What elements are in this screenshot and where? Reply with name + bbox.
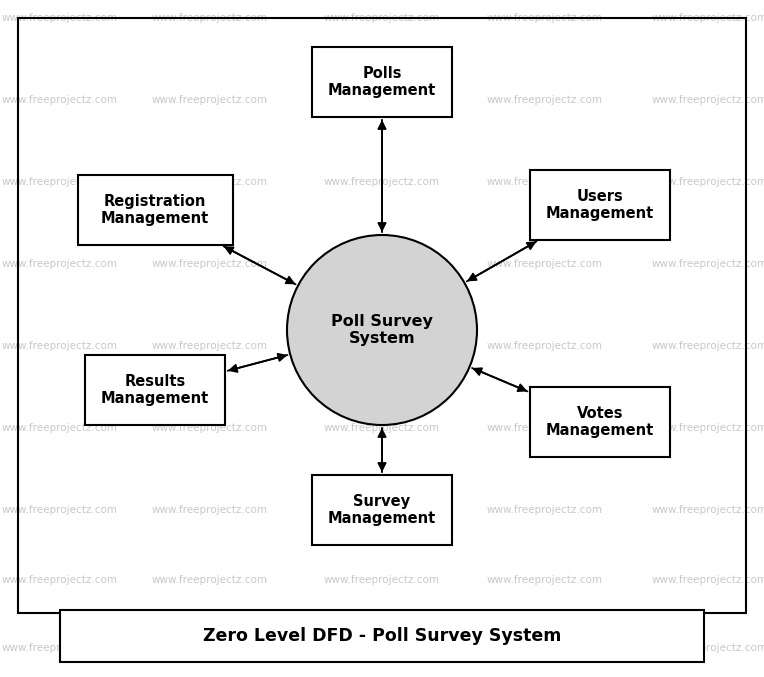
Text: www.freeprojectz.com: www.freeprojectz.com <box>2 643 118 653</box>
Text: www.freeprojectz.com: www.freeprojectz.com <box>2 423 118 433</box>
Bar <box>312 47 452 117</box>
Text: www.freeprojectz.com: www.freeprojectz.com <box>652 423 764 433</box>
Text: www.freeprojectz.com: www.freeprojectz.com <box>324 259 440 269</box>
Text: www.freeprojectz.com: www.freeprojectz.com <box>487 505 603 515</box>
Text: www.freeprojectz.com: www.freeprojectz.com <box>324 95 440 105</box>
Text: www.freeprojectz.com: www.freeprojectz.com <box>652 177 764 187</box>
Bar <box>18 18 746 613</box>
Text: www.freeprojectz.com: www.freeprojectz.com <box>652 341 764 351</box>
Text: www.freeprojectz.com: www.freeprojectz.com <box>324 341 440 351</box>
Text: www.freeprojectz.com: www.freeprojectz.com <box>652 13 764 23</box>
Text: www.freeprojectz.com: www.freeprojectz.com <box>652 643 764 653</box>
Text: www.freeprojectz.com: www.freeprojectz.com <box>652 95 764 105</box>
Text: www.freeprojectz.com: www.freeprojectz.com <box>487 341 603 351</box>
Text: www.freeprojectz.com: www.freeprojectz.com <box>2 177 118 187</box>
Text: Votes
Management: Votes Management <box>545 406 654 438</box>
Text: www.freeprojectz.com: www.freeprojectz.com <box>324 643 440 653</box>
Text: www.freeprojectz.com: www.freeprojectz.com <box>152 259 268 269</box>
Text: www.freeprojectz.com: www.freeprojectz.com <box>487 95 603 105</box>
Text: www.freeprojectz.com: www.freeprojectz.com <box>652 505 764 515</box>
Bar <box>530 387 670 457</box>
Text: Users
Management: Users Management <box>545 189 654 221</box>
Text: www.freeprojectz.com: www.freeprojectz.com <box>487 423 603 433</box>
Text: www.freeprojectz.com: www.freeprojectz.com <box>487 177 603 187</box>
Text: www.freeprojectz.com: www.freeprojectz.com <box>152 13 268 23</box>
Text: www.freeprojectz.com: www.freeprojectz.com <box>152 423 268 433</box>
Bar <box>77 175 232 245</box>
Text: Registration
Management: Registration Management <box>101 194 209 226</box>
Text: www.freeprojectz.com: www.freeprojectz.com <box>152 575 268 585</box>
Text: www.freeprojectz.com: www.freeprojectz.com <box>152 177 268 187</box>
Text: www.freeprojectz.com: www.freeprojectz.com <box>2 341 118 351</box>
Text: www.freeprojectz.com: www.freeprojectz.com <box>324 177 440 187</box>
Text: www.freeprojectz.com: www.freeprojectz.com <box>152 95 268 105</box>
Text: www.freeprojectz.com: www.freeprojectz.com <box>487 643 603 653</box>
Text: Poll Survey
System: Poll Survey System <box>331 314 433 346</box>
Text: www.freeprojectz.com: www.freeprojectz.com <box>152 341 268 351</box>
Bar <box>530 170 670 240</box>
Text: www.freeprojectz.com: www.freeprojectz.com <box>2 575 118 585</box>
Text: www.freeprojectz.com: www.freeprojectz.com <box>152 505 268 515</box>
Bar <box>60 610 704 662</box>
Text: www.freeprojectz.com: www.freeprojectz.com <box>152 643 268 653</box>
Text: Zero Level DFD - Poll Survey System: Zero Level DFD - Poll Survey System <box>202 627 562 645</box>
Text: Results
Management: Results Management <box>101 374 209 406</box>
Text: www.freeprojectz.com: www.freeprojectz.com <box>2 259 118 269</box>
Text: www.freeprojectz.com: www.freeprojectz.com <box>2 505 118 515</box>
Text: www.freeprojectz.com: www.freeprojectz.com <box>324 505 440 515</box>
Text: Polls
Management: Polls Management <box>328 66 436 98</box>
Text: www.freeprojectz.com: www.freeprojectz.com <box>487 13 603 23</box>
Text: www.freeprojectz.com: www.freeprojectz.com <box>324 423 440 433</box>
Text: www.freeprojectz.com: www.freeprojectz.com <box>487 575 603 585</box>
Text: Survey
Management: Survey Management <box>328 494 436 526</box>
Bar <box>85 355 225 425</box>
Bar <box>312 475 452 545</box>
Text: www.freeprojectz.com: www.freeprojectz.com <box>652 575 764 585</box>
Text: www.freeprojectz.com: www.freeprojectz.com <box>2 13 118 23</box>
Text: www.freeprojectz.com: www.freeprojectz.com <box>324 575 440 585</box>
Text: www.freeprojectz.com: www.freeprojectz.com <box>324 13 440 23</box>
Circle shape <box>287 235 477 425</box>
Text: www.freeprojectz.com: www.freeprojectz.com <box>652 259 764 269</box>
Text: www.freeprojectz.com: www.freeprojectz.com <box>2 95 118 105</box>
Text: www.freeprojectz.com: www.freeprojectz.com <box>487 259 603 269</box>
